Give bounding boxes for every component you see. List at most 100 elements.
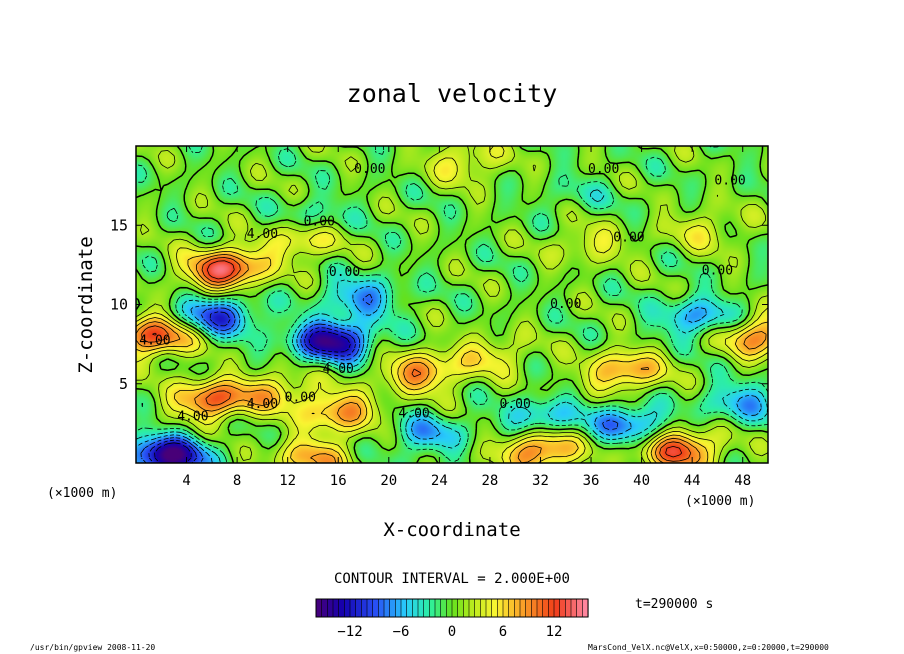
colorbar-segment [434, 598, 442, 618]
colorbar: −12 −6 0 6 12 [315, 598, 589, 640]
colorbar-segment [355, 598, 362, 618]
colorbar-segment [321, 598, 328, 618]
x-tick-label: 32 [532, 473, 549, 489]
x-axis-ticks: 4 8 12 16 20 24 28 32 36 40 44 48 [182, 146, 751, 489]
colorbar-segment [514, 598, 521, 618]
colorbar-segment [565, 598, 572, 618]
colorbar-segment [508, 598, 515, 618]
x-tick-label: 12 [279, 473, 296, 489]
contour-label: 0.00 [702, 264, 733, 279]
footer-left: /usr/bin/gpview 2008-11-20 [30, 643, 155, 652]
contour-label: 0.00 [329, 265, 360, 280]
x-tick-label: 8 [233, 473, 241, 489]
colorbar-segment [383, 598, 391, 618]
y-axis-unit: (×1000 m) [47, 486, 117, 501]
colorbar-segment [485, 598, 493, 618]
contour-lines [136, 146, 768, 463]
contour-label: 0.00 [714, 173, 745, 188]
contour-label: 0.00 [550, 297, 581, 312]
colorbar-segment [389, 598, 396, 618]
contour-line [136, 146, 768, 463]
colorbar-segment [406, 598, 413, 618]
colorbar-segment [542, 598, 549, 618]
contour-labels: 0.00 0.00 0.00 0.00 4.00 0.00 0.00 0.00 0.00 4.00… [139, 162, 745, 424]
x-tick-label: 40 [633, 473, 650, 489]
x-tick-label: 16 [330, 473, 347, 489]
colorbar-segment [502, 598, 510, 618]
contour-label: 0.00 [285, 390, 316, 405]
contour-label: 4.00 [323, 362, 354, 377]
contour-line [136, 146, 768, 463]
x-tick-label: 44 [684, 473, 701, 489]
colorbar-segment [531, 598, 538, 618]
colorbar-segment [315, 598, 323, 618]
colorbar-segment [400, 598, 408, 618]
colorbar-segment [429, 598, 436, 618]
contour-line [148, 311, 356, 463]
colorbar-segment [519, 598, 527, 618]
contour-label: 0.00 [500, 397, 531, 412]
x-tick-label: 48 [734, 473, 751, 489]
contour-interval-text: CONTOUR INTERVAL = 2.000E+00 [334, 571, 570, 587]
colorbar-segment [440, 598, 447, 618]
contour-line [152, 260, 683, 458]
colorbar-segment [338, 598, 345, 618]
colorbar-tick-label: 12 [546, 624, 563, 640]
colorbar-segment [576, 598, 583, 618]
colorbar-segment [378, 598, 385, 618]
colorbar-segment [327, 598, 334, 618]
colorbar-frame [315, 598, 589, 618]
contour-label: 0.00 [613, 230, 644, 245]
x-tick-label: 20 [380, 473, 397, 489]
x-axis-unit: (×1000 m) [685, 494, 755, 509]
contour-label: 4.00 [398, 406, 429, 421]
colorbar-segment [536, 598, 544, 618]
y-tick-label: 15 [110, 216, 128, 234]
contour-label: 4.00 [247, 227, 278, 242]
colorbar-segment [332, 598, 340, 618]
colorbar-segment [423, 598, 430, 618]
colorbar-segment [463, 598, 470, 618]
colorbar-segment [559, 598, 566, 618]
colorbar-segment [372, 598, 379, 618]
colorbar-segment [446, 598, 453, 618]
contour-label: 0.00 [304, 214, 335, 229]
colorbar-segment [480, 598, 487, 618]
colorbar-segment [451, 598, 459, 618]
colorbar-segment [395, 598, 402, 618]
contour-line [140, 293, 619, 463]
colorbar-segment [468, 598, 476, 618]
colorbar-segment [457, 598, 464, 618]
colorbar-segment [582, 598, 589, 618]
colorbar-tick-label: 0 [448, 624, 456, 640]
contour-label: 0.00 [588, 162, 619, 177]
heatmap-field [136, 146, 768, 463]
contour-line [136, 286, 762, 463]
contour-label: 4.00 [139, 333, 170, 348]
colorbar-segment [417, 598, 425, 618]
y-axis-label: Z-coordinate [75, 236, 97, 373]
chart-title: zonal velocity [347, 79, 558, 108]
x-axis-label: X-coordinate [383, 519, 520, 541]
colorbar-segment [412, 598, 419, 618]
colorbar-segment [548, 598, 555, 618]
colorbar-segment [349, 598, 357, 618]
contour-label: 4.00 [247, 397, 278, 412]
time-text: t=290000 s [635, 597, 713, 612]
colorbar-segment [344, 598, 351, 618]
y-tick-label: 5 [119, 375, 128, 393]
colorbar-segment [491, 598, 498, 618]
contour-line [136, 254, 767, 463]
contour-line [154, 330, 351, 463]
colorbar-segment [361, 598, 368, 618]
colorbar-segment [474, 598, 481, 618]
colorbar-segment [525, 598, 532, 618]
x-tick-label: 36 [583, 473, 600, 489]
contour-label: 4.00 [177, 409, 208, 424]
contour-line [136, 251, 768, 463]
y-tick-label: 10 [110, 296, 128, 314]
footer-right: MarsCond_VelX.nc@VelX,x=0:50000,z=0:2000… [588, 643, 829, 652]
colorbar-segment [570, 598, 578, 618]
x-tick-label: 4 [182, 473, 190, 489]
colorbar-tick-label: 6 [499, 624, 507, 640]
